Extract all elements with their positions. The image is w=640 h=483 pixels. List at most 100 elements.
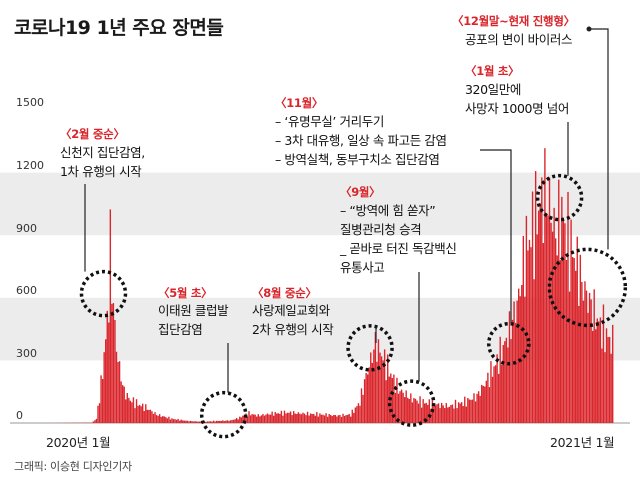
daily-bar [516,300,518,423]
daily-bar [599,317,602,423]
annotation-line: – 방역실책, 동부구치소 집단감염 [275,152,440,167]
daily-bar [474,401,477,423]
daily-bar [256,416,258,423]
daily-bar [175,419,178,423]
daily-bar [346,414,349,423]
daily-bar [565,259,568,423]
daily-bar [494,365,497,423]
daily-bar [391,378,394,423]
annotation-date-sep: 〈9월〉 [340,185,381,199]
daily-bar [271,411,273,423]
daily-bar [294,413,296,423]
daily-bar [531,191,534,423]
daily-bar [359,405,361,423]
daily-bar [291,415,293,423]
daily-bar [320,414,323,423]
daily-bar [208,421,210,423]
daily-bar [397,393,400,423]
daily-bar [488,387,491,423]
daily-bar [370,352,372,423]
daily-bar [591,330,594,423]
annotation-line: 신천지 집단감염, [60,145,145,160]
daily-bar [266,413,269,423]
daily-bar [163,416,165,423]
daily-bar [604,352,606,423]
daily-bar [456,408,458,423]
daily-bar [459,403,461,423]
daily-bar [376,361,378,423]
daily-bar [192,421,195,423]
daily-bar [334,415,337,423]
daily-bar [547,215,549,423]
daily-bar [285,413,287,423]
daily-bar [387,354,389,423]
daily-bar [467,398,469,423]
daily-bar [243,415,246,423]
daily-bar [131,402,133,423]
daily-bar [229,420,232,423]
daily-bar [225,420,227,423]
daily-bar [308,415,310,423]
daily-bar [485,380,488,423]
daily-bar [111,303,113,423]
daily-bar [567,191,569,423]
daily-bar [215,420,218,423]
daily-bar [380,356,383,423]
daily-bar [559,260,561,423]
daily-bar [117,361,119,423]
daily-bar [189,420,192,423]
daily-bar [125,399,127,423]
daily-bar [414,398,417,423]
daily-bar [511,319,514,423]
daily-bar [399,391,401,423]
daily-bar [595,329,597,423]
daily-bar [197,421,199,423]
daily-bar [362,394,364,423]
daily-bar [155,415,158,423]
daily-bar [605,328,608,423]
daily-bar [240,417,243,423]
daily-bar [585,290,588,423]
daily-bar [242,415,244,423]
daily-bar [206,421,209,423]
daily-bar [593,289,595,423]
daily-bar [257,414,259,423]
leader-dot [586,26,592,32]
daily-bar [383,349,386,423]
annotation-line: 공포의 변이 바이러스 [465,32,573,47]
daily-bar [471,399,474,423]
daily-bar [374,331,377,423]
daily-bar [297,412,300,423]
leader-lines [84,26,609,393]
daily-bar [152,413,155,423]
daily-bar [260,415,263,423]
daily-bar [186,420,189,423]
daily-bar [345,415,347,423]
daily-bar [507,347,509,423]
daily-bar [277,413,279,423]
daily-bar [177,418,179,423]
daily-bar [157,415,159,423]
daily-bar [394,392,397,423]
annotation-line: 사망자 1000명 넘어 [465,101,569,116]
daily-bar [195,421,198,423]
daily-bar [448,406,451,423]
daily-bar [319,413,321,423]
daily-bar [236,418,238,423]
daily-bar [350,416,352,423]
daily-bar [98,403,101,423]
daily-bar [440,402,443,423]
daily-bar [462,405,464,423]
daily-bar [228,420,230,423]
daily-bar [477,391,480,423]
daily-bar [499,336,501,423]
daily-bar [226,420,229,423]
daily-bar [533,279,535,423]
daily-bar [556,255,558,423]
daily-bar [445,403,447,423]
daily-bar [587,312,589,423]
daily-bar [505,337,508,423]
daily-bar [123,386,125,423]
daily-bar [306,411,309,423]
daily-bar [194,421,196,423]
